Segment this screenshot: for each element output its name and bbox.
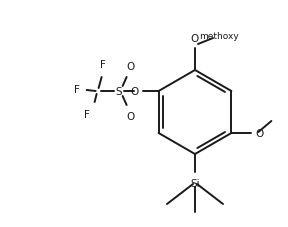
Text: O: O (191, 34, 199, 44)
Text: S: S (115, 87, 122, 96)
Text: F: F (84, 109, 90, 119)
Text: O: O (130, 87, 139, 96)
Text: O: O (255, 128, 264, 138)
Text: O: O (126, 62, 135, 72)
Text: methoxy: methoxy (199, 31, 239, 40)
Text: F: F (74, 85, 79, 95)
Text: F: F (100, 60, 106, 70)
Text: Si: Si (190, 178, 200, 188)
Text: O: O (126, 111, 135, 121)
